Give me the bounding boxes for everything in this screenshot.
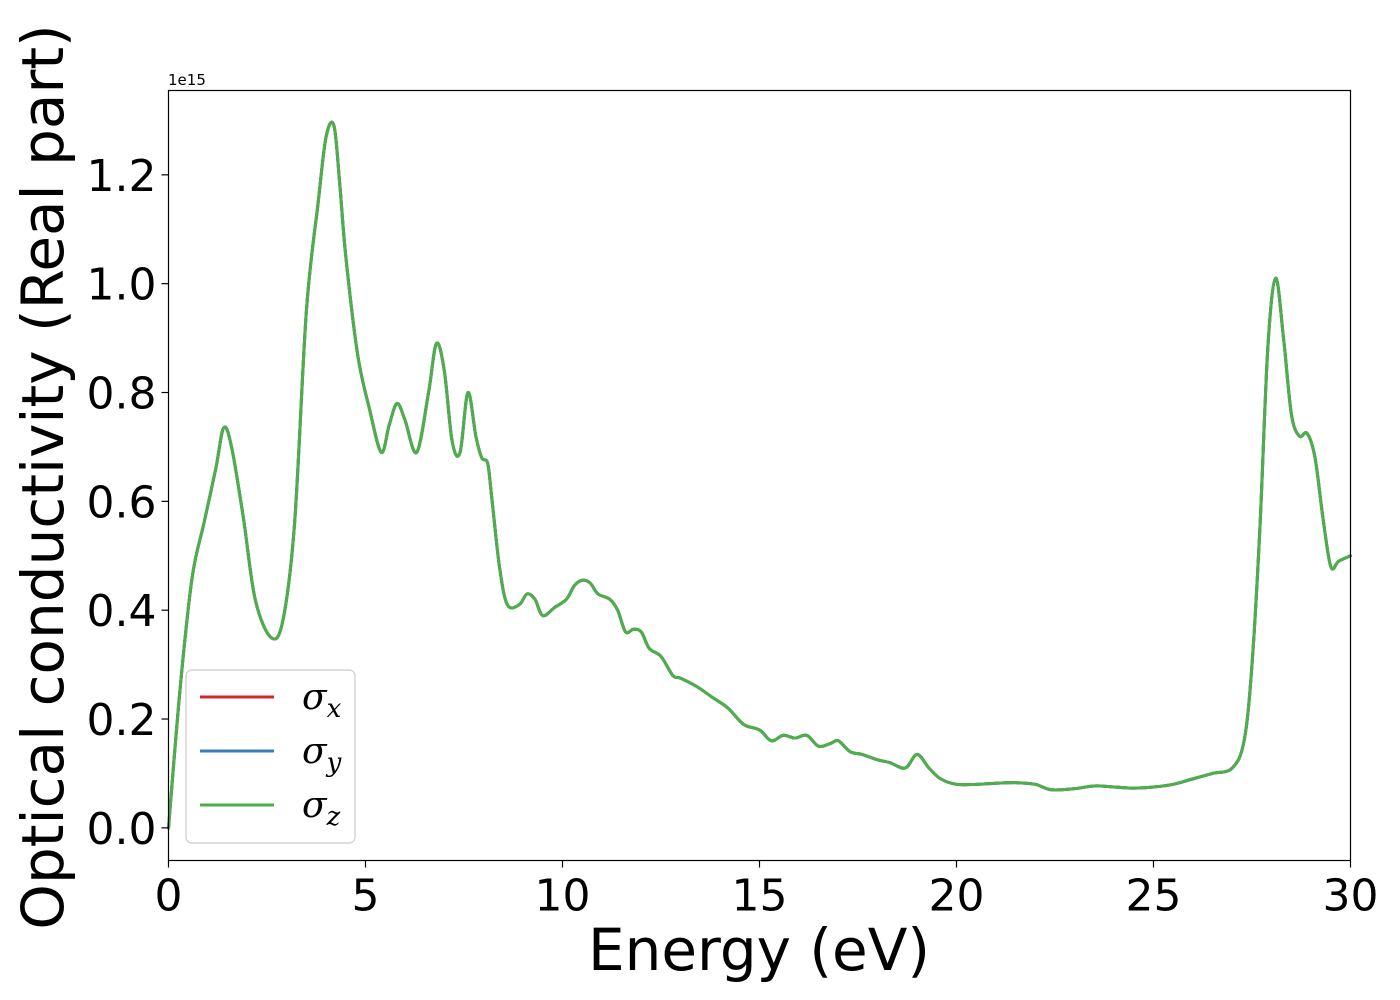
x-tick-label: 0 (155, 871, 183, 922)
x-tick-label: 5 (352, 871, 380, 922)
y-axis-title: Optical conductivity (Real part) (9, 24, 77, 929)
y-offset-label: 1e15 (168, 71, 206, 89)
x-tick-label: 20 (929, 871, 985, 922)
y-tick-label: 0.4 (87, 586, 157, 637)
legend-box (185, 669, 356, 844)
series-layer (167, 120, 1352, 830)
y-tick-label: 0.2 (87, 695, 157, 746)
y-tick-label: 1.2 (87, 151, 157, 202)
y-tick-label: 0.8 (87, 369, 157, 420)
y-tick-label: 0.6 (87, 477, 157, 528)
x-tick-label: 30 (1323, 871, 1379, 922)
series-line-3 (167, 120, 1352, 830)
y-tick-label: 0.0 (87, 804, 157, 855)
x-tick-label: 10 (535, 871, 591, 922)
x-axis-ticks: 0 5 10 15 20 25 30 (155, 860, 1379, 922)
y-axis-ticks: 0.0 0.2 0.4 0.6 0.8 1.0 1.2 (87, 151, 169, 855)
legend-label-z: σz (302, 785, 341, 832)
x-axis-title: Energy (eV) (588, 916, 930, 984)
x-tick-label: 25 (1126, 871, 1182, 922)
x-tick-label: 15 (732, 871, 788, 922)
y-tick-label: 1.0 (87, 260, 157, 311)
